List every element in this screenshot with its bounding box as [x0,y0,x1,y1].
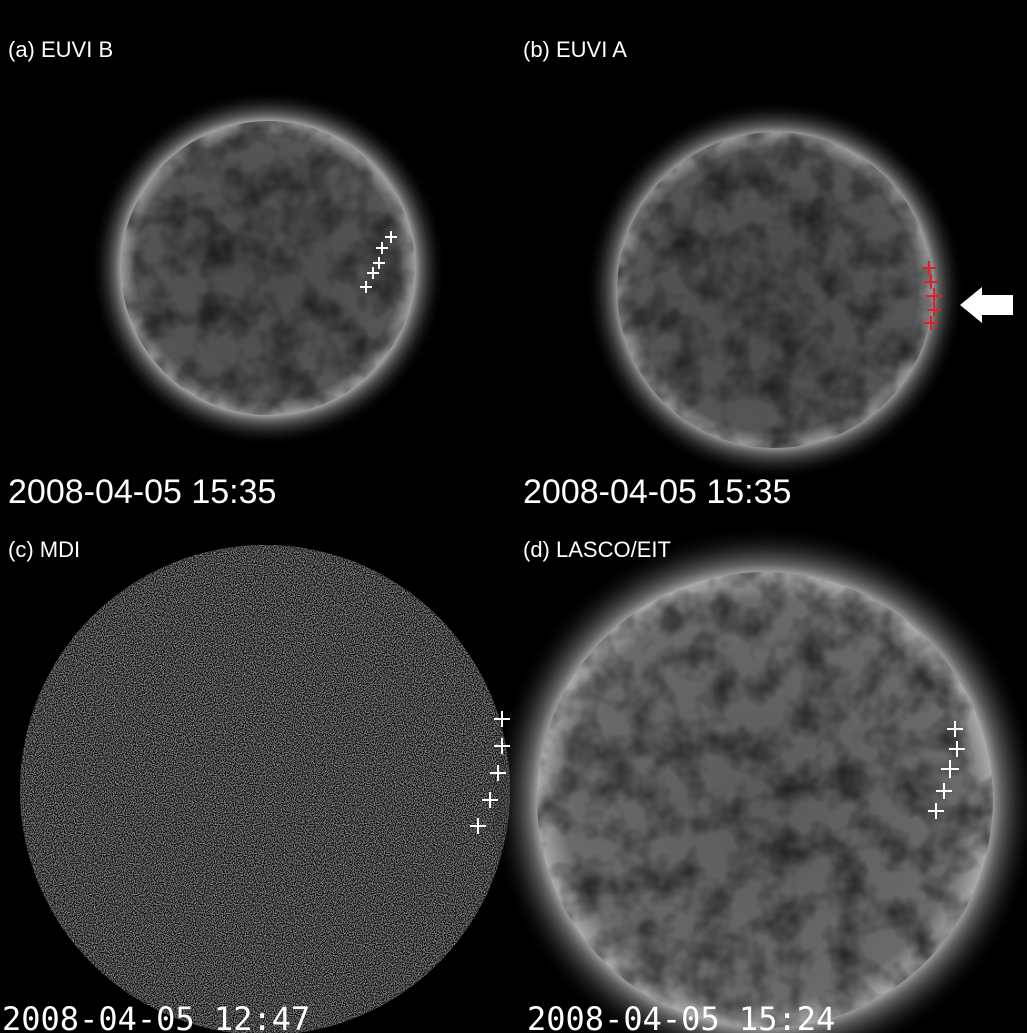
sun-c [20,545,510,1033]
markers-c [470,711,510,834]
sun-d [490,525,1027,1033]
panel-label: (b) EUVI A [523,37,627,62]
sun-a [90,90,446,446]
markers-d [928,721,965,819]
panel-label: (d) LASCO/EIT [523,537,671,562]
timestamp: 2008-04-05 15:35 [523,473,791,511]
panel-label: (a) EUVI B [8,37,113,62]
markers-a [360,231,397,293]
timestamp: 2008-04-05 12:47 [2,1000,310,1033]
arrow [960,287,1013,323]
panel-label: (c) MDI [8,537,80,562]
sun-b [585,100,965,480]
markers-b [922,261,942,330]
timestamp: 2008-04-05 15:35 [8,473,276,511]
timestamp: 2008-04-05 15:24 [527,1000,835,1033]
